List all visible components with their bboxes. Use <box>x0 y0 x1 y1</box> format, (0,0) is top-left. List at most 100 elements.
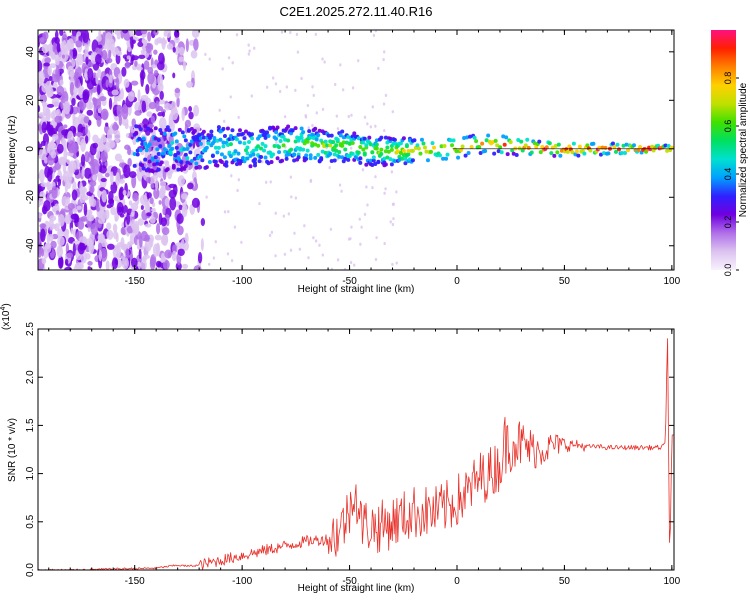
spectrogram-cell <box>351 86 355 90</box>
spectrogram-cell <box>389 220 392 224</box>
spectrogram-cell <box>360 225 363 229</box>
spectrogram-cell <box>135 148 140 153</box>
spectrogram-cell <box>221 140 226 145</box>
spectrogram-cell <box>145 84 150 95</box>
spectrogram-cell <box>379 147 384 152</box>
spectrogram-cell <box>245 156 250 161</box>
spectrogram-cell <box>573 152 578 157</box>
snr-multiplier-suffix: ) <box>1 303 12 306</box>
spectrogram-cell <box>369 125 373 129</box>
spectrogram-cell <box>57 228 63 239</box>
spectrogram-cell <box>410 148 415 153</box>
spectrogram-cell <box>180 193 188 200</box>
spectrogram-cell <box>143 157 148 162</box>
spectrogram-cell <box>140 163 145 168</box>
spectrogram-cell <box>385 145 390 150</box>
spectrogram-cell <box>38 173 41 179</box>
spectrogram-cell <box>156 223 161 235</box>
spectrogram-cell <box>182 134 187 139</box>
spectrogram-cell <box>137 136 142 141</box>
spectrogram-cell <box>302 141 307 146</box>
spectrogram-cell <box>182 60 186 71</box>
spectrogram-cell <box>365 185 368 189</box>
spectrogram-cell <box>525 137 530 142</box>
spectrogram-cell <box>44 165 51 179</box>
spectrogram-cell <box>143 60 150 70</box>
spectrogram-cell <box>43 200 51 212</box>
spectrogram-cell <box>38 35 41 48</box>
spectrogram-cell <box>188 111 194 120</box>
spectrogram-cell <box>516 137 521 142</box>
spectrogram-cell <box>161 151 166 156</box>
spectrogram-cell <box>259 154 264 159</box>
spectrogram-cell <box>383 135 388 140</box>
spectrogram-cell <box>336 258 340 262</box>
spectrogram-cell <box>161 256 166 263</box>
spectrogram-cell <box>344 140 349 145</box>
spectrogram-cell <box>401 148 406 153</box>
spectrogram-cell <box>132 152 137 157</box>
spectrogram-cell <box>75 132 84 137</box>
spectrogram-cell <box>55 58 60 66</box>
spectrogram-cell <box>307 129 312 134</box>
spectrogram-cell <box>154 234 162 241</box>
spectrogram-cell <box>49 63 58 69</box>
spectrogram-cell <box>76 205 82 210</box>
y-tick-label: -40 <box>25 238 36 253</box>
spectrogram-cell <box>316 143 321 148</box>
spectrogram-cell <box>398 151 403 156</box>
spectrogram-cell <box>403 161 408 166</box>
spectrogram-cell <box>95 53 102 65</box>
spectrogram-cell <box>312 236 315 240</box>
snr-x-axis-label: Height of straight line (km) <box>298 583 415 594</box>
spectrogram-cell <box>56 85 65 96</box>
spectrogram-cell <box>114 195 119 202</box>
snr-multiplier-label: (x104) <box>0 303 12 330</box>
spectrogram-cell <box>140 72 145 87</box>
snr-y-ticks: 0.0 0.5 1.0 1.5 2.0 2.5 <box>25 322 674 577</box>
spectrogram-cell <box>308 153 313 158</box>
spectrogram-cell <box>612 145 617 150</box>
spectrogram-cell <box>293 139 298 144</box>
spectrogram-cell <box>39 223 47 229</box>
spectrogram-cell <box>262 129 267 134</box>
spectrogram-cell <box>153 187 160 200</box>
spectrogram-cell <box>315 111 318 115</box>
spectrogram-cell <box>92 142 98 149</box>
spectrogram-cell <box>304 156 309 161</box>
spectrogram-cell <box>314 239 318 243</box>
spectrogram-cell <box>158 144 163 149</box>
spectrogram-cell <box>308 135 313 140</box>
spectrogram-cell <box>130 129 136 134</box>
spectrogram-cell <box>207 262 211 266</box>
spectrogram-cell <box>144 148 149 153</box>
spectrogram-cell <box>301 147 306 152</box>
spectrogram-cell <box>140 30 148 35</box>
spectrogram-cell <box>70 227 74 235</box>
spectrogram-cell <box>383 191 386 195</box>
spectrogram-cell <box>234 137 239 142</box>
spectrogram-cell <box>349 137 354 142</box>
spectrogram-cell <box>623 150 628 155</box>
spectrogram-cell <box>51 133 59 141</box>
spectrogram-cell <box>410 158 415 163</box>
spectrogram-cell <box>193 38 199 51</box>
spectrogram-cell <box>153 49 158 55</box>
spectrogram-cell <box>227 210 230 214</box>
spectrogram-cell <box>364 143 369 148</box>
spectrogram-cell <box>283 252 287 256</box>
spectrogram-cell <box>177 225 184 236</box>
x-tick-label: -150 <box>125 276 145 287</box>
spectrogram-cell <box>392 159 397 164</box>
spectrogram-cell <box>219 160 224 165</box>
spectrogram-cell <box>194 165 199 170</box>
spectrogram-cell <box>415 143 420 148</box>
spectrogram-cell <box>45 107 51 120</box>
x-tick-label: 0 <box>454 576 460 587</box>
spectrogram-cell <box>190 50 198 59</box>
y-tick-label: 0.5 <box>25 514 36 528</box>
spectrogram-cell <box>401 136 406 141</box>
spectrogram-cell <box>523 143 528 148</box>
spectrogram-cell <box>424 149 429 154</box>
spectrogram-cell <box>321 107 325 111</box>
